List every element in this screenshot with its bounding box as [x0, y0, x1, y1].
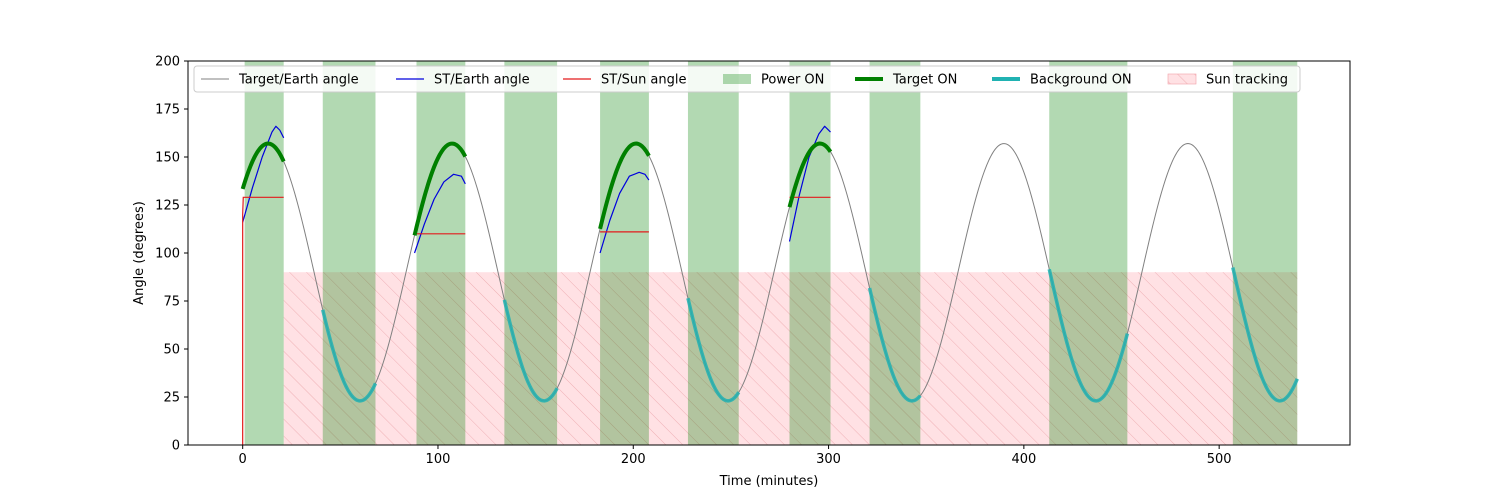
st-sun-segment	[242, 196, 284, 445]
legend-handle-hatch	[1168, 74, 1196, 84]
y-tick-label: 25	[163, 391, 180, 406]
x-tick-label: 400	[1011, 452, 1036, 467]
y-tick-label: 75	[163, 295, 180, 310]
power-on-span	[504, 61, 558, 445]
power-on-span	[869, 61, 921, 445]
target-on-segment	[412, 141, 468, 236]
sun-tracking-hatch	[283, 272, 1298, 445]
legend-label: Power ON	[761, 73, 824, 88]
y-tick-label: 125	[155, 199, 180, 214]
y-tick-label: 150	[155, 151, 180, 166]
background-on-segment	[686, 297, 741, 403]
x-tick-label: 0	[239, 452, 247, 467]
y-tick-label: 175	[155, 103, 180, 118]
power-on-span	[1049, 61, 1128, 445]
legend-label: Sun tracking	[1206, 73, 1288, 88]
x-tick-label: 500	[1207, 452, 1232, 467]
y-axis-label: Angle (degrees)	[132, 201, 147, 305]
power-on-span	[789, 61, 831, 445]
legend-label: ST/Sun angle	[601, 73, 687, 88]
background-on-segment	[502, 299, 559, 403]
power-on-span	[416, 61, 466, 445]
background-on-segment	[1047, 268, 1130, 403]
legend: Target/Earth angle ST/Earth angle ST/Sun a…	[193, 65, 1301, 93]
target-on-segment	[787, 141, 833, 208]
legend-label: Background ON	[1030, 73, 1132, 88]
shading-layer	[244, 61, 1298, 445]
y-tick-label: 100	[155, 247, 180, 262]
legend-label: ST/Earth angle	[434, 73, 530, 88]
legend-handle	[723, 74, 751, 84]
y-tick-label: 0	[172, 439, 180, 454]
y-tick-label: 200	[155, 55, 180, 70]
background-on-segment	[321, 309, 378, 403]
background-on-segment	[1231, 267, 1299, 403]
power-on-span	[600, 61, 649, 445]
target-on-segment	[598, 141, 651, 230]
series-layer	[240, 125, 1299, 445]
x-axis-label: Time (minutes)	[719, 474, 819, 489]
target-on-segment	[240, 141, 286, 190]
x-tick-label: 100	[426, 452, 451, 467]
st-earth-segment	[413, 173, 466, 254]
st-earth-segment	[599, 171, 650, 254]
legend-label: Target ON	[892, 73, 957, 88]
x-tick-label: 300	[816, 452, 841, 467]
power-on-span	[244, 61, 284, 445]
power-on-span	[322, 61, 376, 445]
st-earth-segment	[242, 125, 285, 223]
y-tick-label: 50	[163, 343, 180, 358]
x-tick-label: 200	[621, 452, 646, 467]
axes-layer: 0 100 200 300 400 500 0 25 50 75 100 125 150 175 200	[155, 55, 1231, 468]
legend-label: Target/Earth angle	[238, 73, 359, 88]
legend-box	[193, 65, 1301, 93]
background-on-segment	[867, 287, 922, 403]
